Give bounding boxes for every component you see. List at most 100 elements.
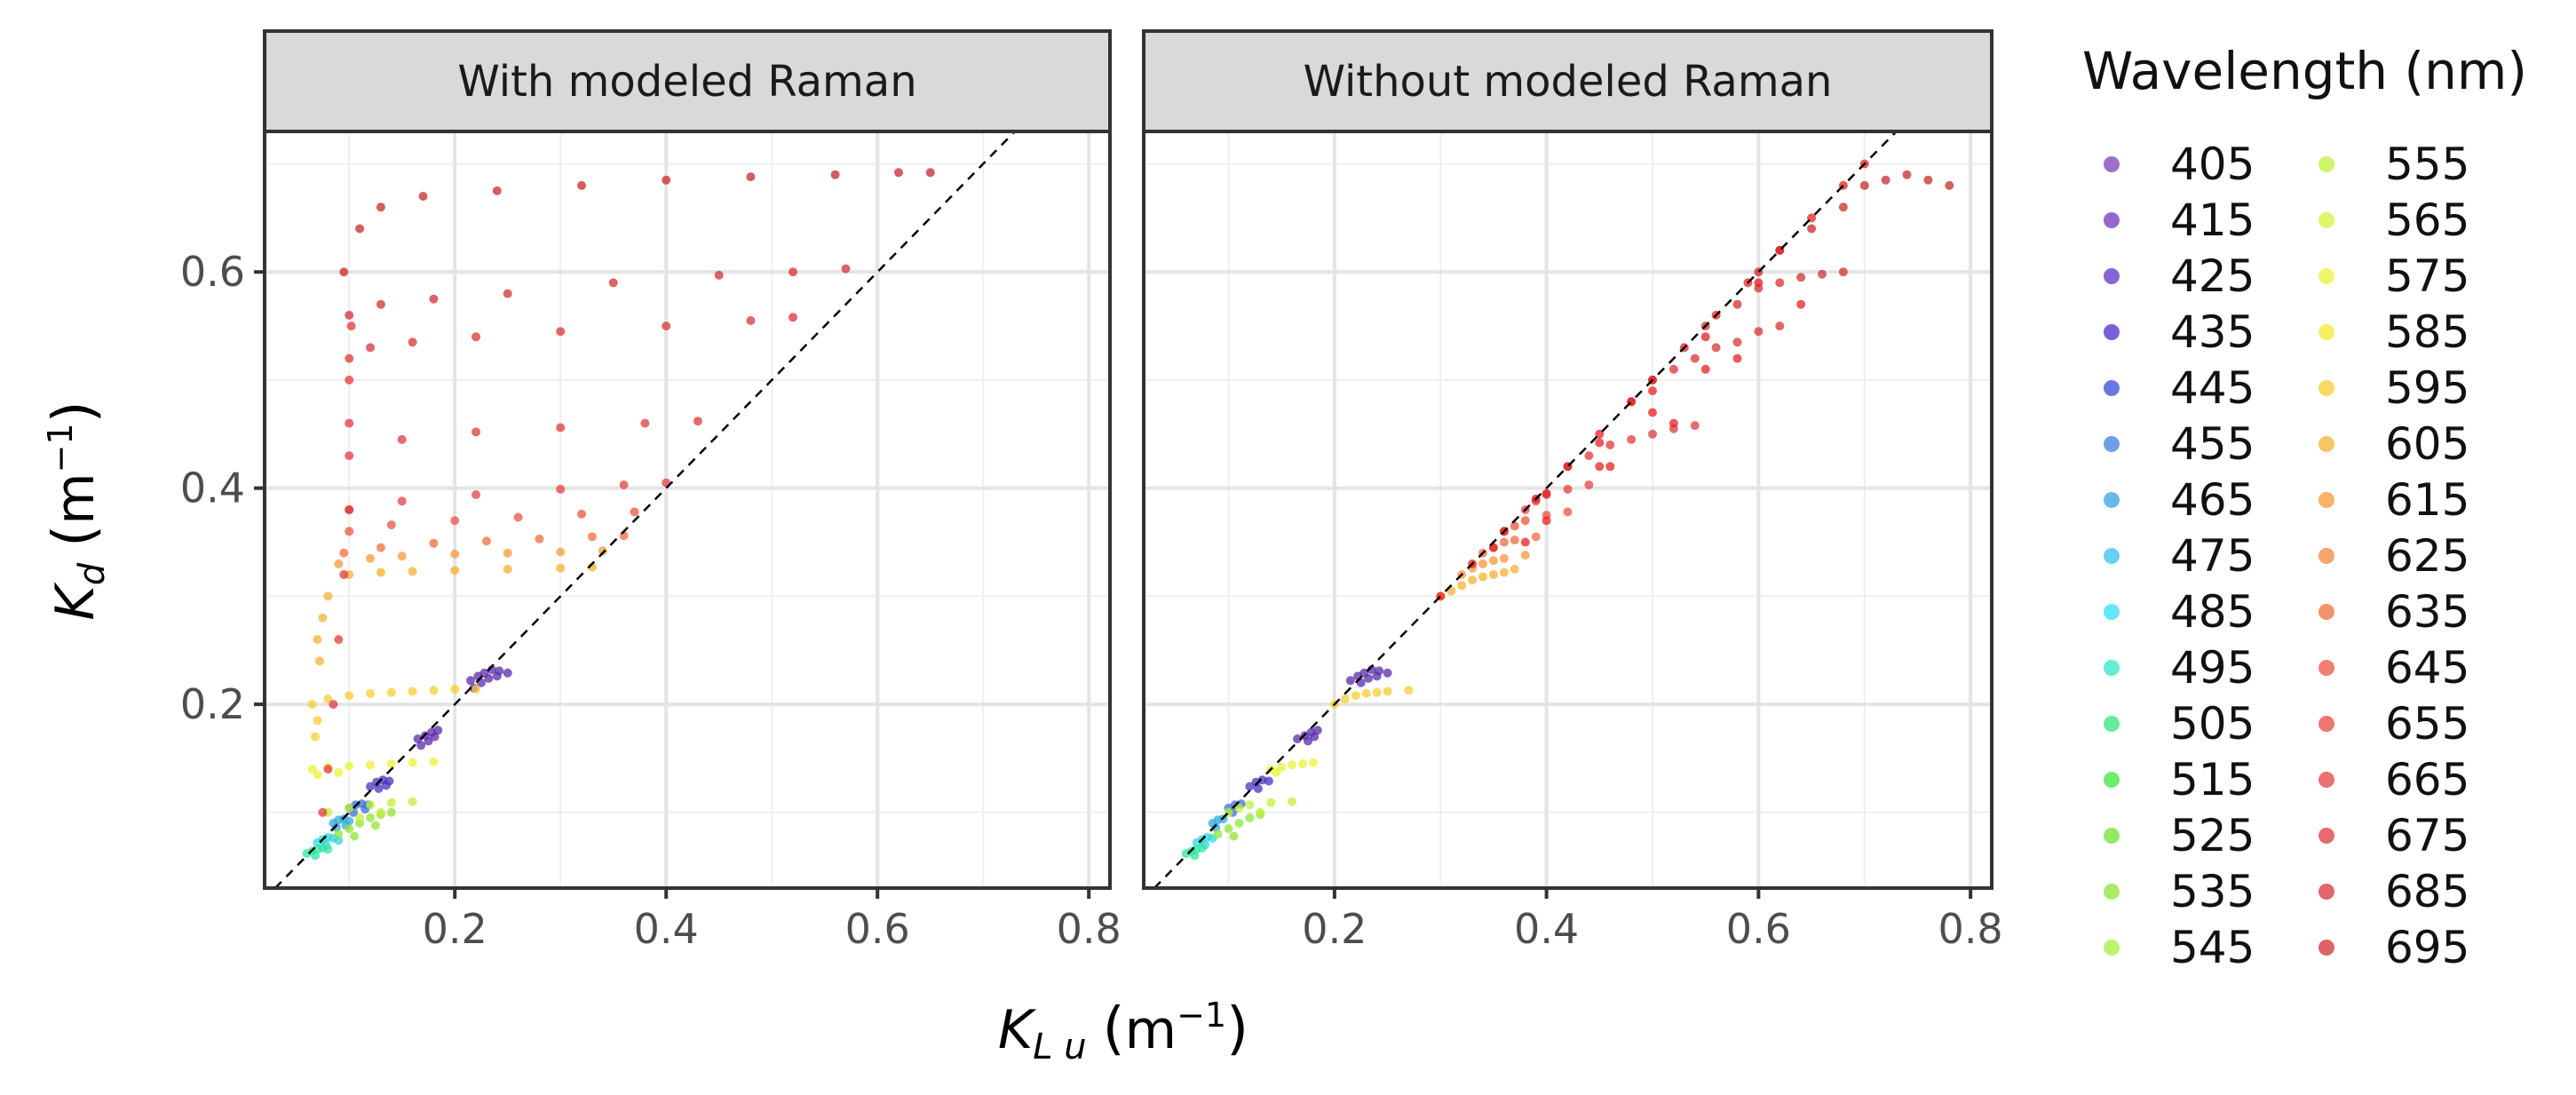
x-tick-label: 0.8 [1938, 905, 2003, 953]
legend-label: 465 [2170, 474, 2255, 526]
data-point [334, 836, 344, 845]
data-point [1902, 170, 1912, 179]
data-point [370, 821, 380, 830]
data-point [556, 423, 566, 432]
legend-swatch [2104, 884, 2120, 900]
data-point [1542, 516, 1551, 526]
data-point [1309, 758, 1318, 767]
panel-2: Without modeled Raman 0.2 0.4 0.6 0.8 [1142, 29, 2003, 953]
data-point [577, 180, 586, 190]
data-point [1510, 564, 1519, 574]
data-point [1197, 844, 1207, 853]
data-point [577, 509, 586, 519]
data-point [1499, 553, 1509, 563]
legend-label: 515 [2170, 754, 2255, 805]
data-point [608, 278, 618, 288]
data-point [1838, 267, 1848, 277]
data-point [1234, 819, 1244, 828]
data-point [318, 807, 328, 817]
y-axis-title: Kd(m−1) [41, 401, 113, 620]
axis-titles: Kd(m−1) KL u (m−1) [41, 401, 1248, 1067]
legend-item: 485 [2104, 586, 2255, 638]
data-point [323, 765, 333, 774]
data-point [313, 635, 322, 645]
legend-label: 635 [2385, 586, 2469, 638]
data-point [556, 327, 566, 337]
data-point [1754, 327, 1764, 337]
x-axis-unit: m [1125, 999, 1177, 1061]
data-point [894, 168, 903, 178]
legend-swatch [2318, 548, 2334, 564]
legend-item: 425 [2104, 250, 2255, 302]
data-point [366, 813, 375, 822]
data-point [397, 496, 407, 506]
data-point [1245, 782, 1255, 791]
data-point [397, 434, 407, 444]
legend-item: 435 [2104, 306, 2255, 358]
data-point [1732, 337, 1742, 347]
data-point [345, 353, 354, 363]
data-point [1690, 353, 1700, 363]
legend-label: 615 [2385, 474, 2469, 526]
data-point [841, 264, 851, 274]
legend-label: 575 [2385, 250, 2469, 302]
x-tick-label: 0.6 [1726, 905, 1791, 953]
data-point [374, 784, 384, 793]
data-point [334, 829, 344, 839]
data-point [1945, 180, 1954, 190]
legend-item: 495 [2104, 642, 2255, 694]
legend-swatch [2318, 660, 2334, 676]
data-point [376, 202, 385, 212]
data-point [345, 803, 354, 813]
legend-label: 625 [2385, 530, 2469, 582]
data-point [1340, 694, 1350, 703]
legend-swatch [2318, 604, 2334, 620]
legend-label: 585 [2385, 306, 2469, 358]
data-point [313, 716, 322, 726]
legend-label: 675 [2385, 810, 2469, 861]
legend-swatch [2318, 380, 2334, 396]
legend-item: 585 [2318, 306, 2469, 358]
data-point [450, 549, 460, 559]
x-tick-label: 0.8 [1057, 905, 1122, 953]
data-point [503, 548, 512, 558]
data-point [789, 313, 797, 322]
legend-swatch [2104, 212, 2120, 228]
data-point [662, 321, 671, 331]
panel-title: With modeled Raman [457, 57, 916, 107]
legend-item: 635 [2318, 586, 2469, 638]
data-point [1732, 353, 1742, 363]
data-point [640, 418, 650, 428]
data-point [503, 668, 512, 678]
legend-swatch [2318, 436, 2334, 452]
y-tick-label: 0.6 [180, 248, 245, 296]
data-point [334, 635, 344, 645]
legend-label: 405 [2170, 139, 2255, 190]
legend-item: 565 [2318, 194, 2469, 246]
data-point [1345, 676, 1355, 686]
data-point [598, 546, 607, 556]
data-point [318, 613, 328, 623]
data-point [1859, 180, 1869, 190]
data-point [1361, 688, 1371, 698]
legend-swatch [2104, 380, 2120, 396]
x-axis-unit-exponent: −1 [1177, 996, 1226, 1035]
data-point [925, 168, 935, 178]
data-point [1457, 581, 1467, 591]
data-point [339, 267, 349, 277]
data-point [376, 543, 385, 552]
legend-item: 575 [2318, 250, 2469, 302]
data-point [1245, 800, 1255, 810]
x-tick-label: 0.4 [634, 905, 699, 953]
panel-title: Without modeled Raman [1304, 57, 1833, 107]
data-point [1364, 673, 1374, 683]
data-point [429, 686, 439, 695]
data-point [429, 757, 439, 766]
legend-item: 515 [2104, 754, 2255, 805]
data-point [1351, 691, 1360, 701]
data-point [1256, 807, 1265, 817]
legend-item: 625 [2318, 530, 2469, 582]
data-point [346, 321, 356, 331]
data-point [1404, 686, 1414, 695]
data-point [472, 332, 480, 342]
